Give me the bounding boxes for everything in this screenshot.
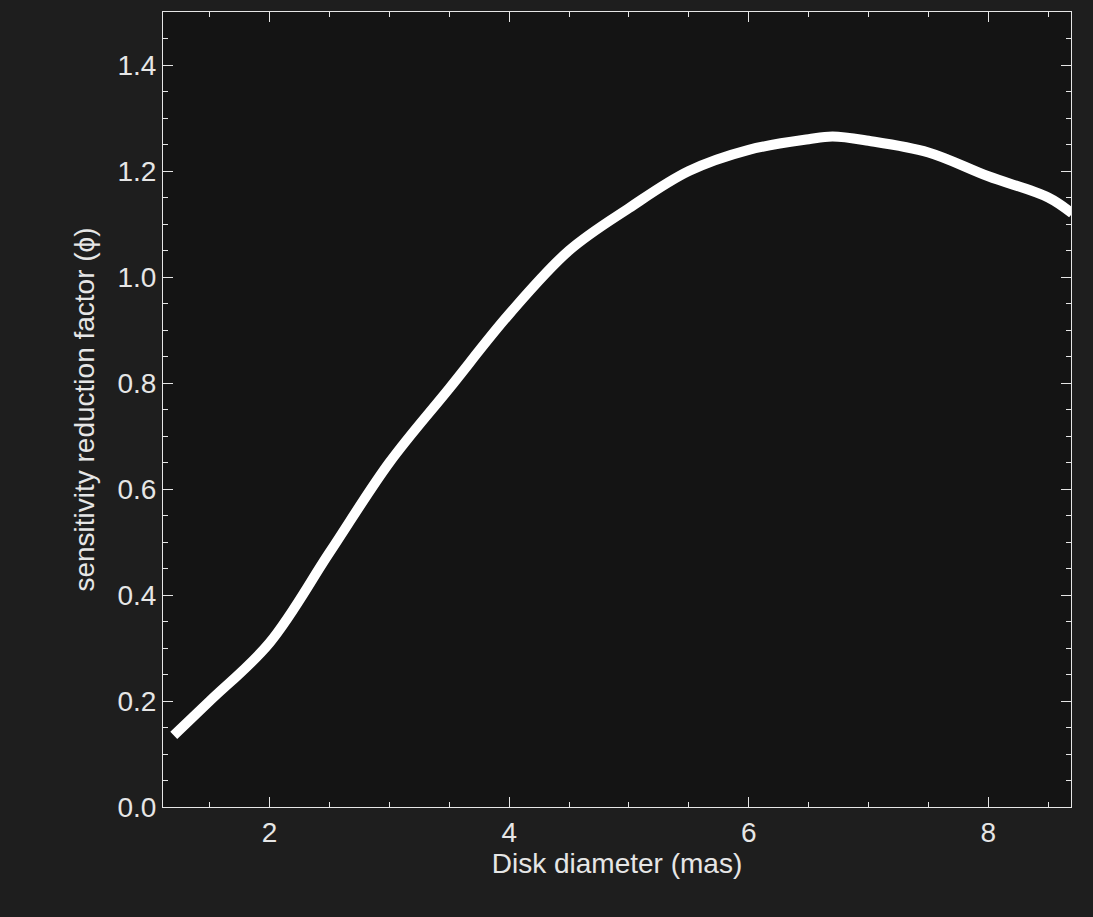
svg-text:2: 2 (262, 817, 278, 848)
svg-text:1.0: 1.0 (117, 262, 156, 293)
svg-text:8: 8 (981, 817, 997, 848)
svg-text:Disk diameter (mas): Disk diameter (mas) (492, 848, 742, 879)
svg-text:6: 6 (741, 817, 757, 848)
svg-text:0.4: 0.4 (117, 580, 156, 611)
svg-text:0.2: 0.2 (117, 686, 156, 717)
svg-text:4: 4 (501, 817, 517, 848)
svg-text:0.8: 0.8 (117, 368, 156, 399)
svg-text:0.0: 0.0 (117, 792, 156, 823)
svg-text:1.4: 1.4 (117, 50, 156, 81)
svg-text:0.6: 0.6 (117, 474, 156, 505)
svg-text:1.2: 1.2 (117, 156, 156, 187)
svg-text:sensitivity reduction factor (: sensitivity reduction factor (ϕ) (69, 227, 100, 591)
